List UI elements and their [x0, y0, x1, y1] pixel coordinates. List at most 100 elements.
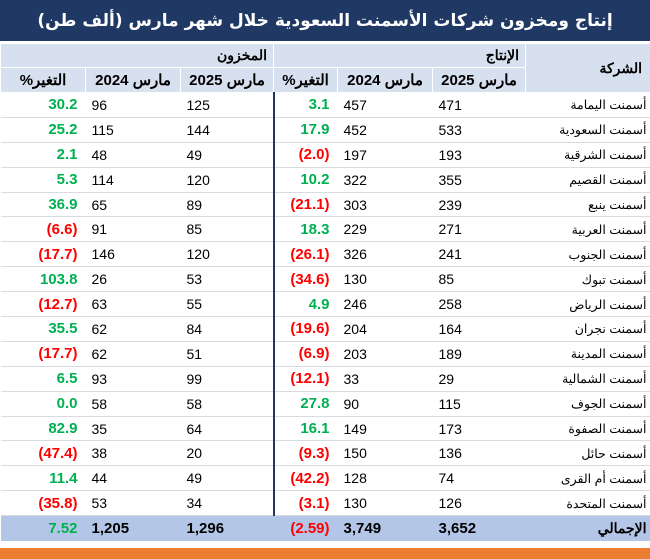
table-body: أسمنت اليمامة 471 457 3.1 125 96 30.2 أسمنت الس…: [0, 92, 650, 517]
prod-2025-cell: 355: [432, 167, 526, 193]
table-row: أسمنت أم القرى 74 128 (42.2) 49 44 11.4: [0, 465, 650, 492]
inv-change-cell: 36.9: [0, 192, 86, 218]
inv-2025-cell: 144: [180, 117, 274, 143]
prod-change-header: التغير%: [273, 67, 339, 93]
inv-change-header: التغير%: [0, 67, 87, 93]
inv-change-cell: (17.7): [0, 241, 86, 268]
company-name: أسمنت المدينة: [525, 341, 650, 367]
inv-2025-header: مارس 2025: [180, 67, 275, 93]
table-row: أسمنت القصيم 355 322 10.2 120 114 5.3: [0, 167, 650, 193]
inv-2025-cell: 34: [180, 490, 274, 517]
prod-2025-cell: 271: [432, 216, 526, 243]
inv-2024-cell: 62: [85, 316, 181, 342]
inv-change-cell: 25.2: [0, 117, 86, 143]
prod-change-cell: 10.2: [272, 167, 338, 193]
table-row: أسمنت الرياض 258 246 4.9 55 63 (12.7): [0, 291, 650, 318]
inv-change-cell: (6.6): [0, 216, 86, 243]
company-header: الشركة: [525, 43, 650, 93]
inv-change-cell: 11.4: [0, 465, 86, 492]
table-row: أسمنت المدينة 189 203 (6.9) 51 62 (17.7): [0, 341, 650, 367]
prod-2025-cell: 173: [432, 416, 526, 442]
footer-accent-bar: [0, 548, 650, 559]
inv-change-cell: (35.8): [0, 490, 86, 517]
table-row: أسمنت السعودية 533 452 17.9 144 115 25.2: [0, 117, 650, 143]
prod-2024-cell: 203: [337, 341, 433, 367]
prod-2025-cell: 533: [432, 117, 526, 143]
inv-2025-cell: 58: [180, 391, 274, 417]
inv-2025-cell: 49: [180, 465, 274, 492]
prod-2025-header: مارس 2025: [432, 67, 527, 93]
inv-2025-cell: 85: [180, 216, 274, 243]
prod-2025-cell: 189: [432, 341, 526, 367]
total-label: الإجمالي: [525, 515, 650, 542]
total-prod-2024: 3,749: [337, 515, 433, 542]
table-row: أسمنت الشمالية 29 33 (12.1) 99 93 6.5: [0, 366, 650, 392]
company-name: أسمنت القصيم: [525, 167, 650, 193]
prod-2024-cell: 322: [337, 167, 433, 193]
prod-change-cell: (21.1): [272, 192, 338, 218]
company-name: أسمنت الشرقية: [525, 142, 650, 168]
table-title: إنتاج ومخزون شركات الأسمنت السعودية خلال…: [0, 0, 650, 43]
inv-change-cell: 82.9: [0, 416, 86, 442]
company-name: أسمنت حائل: [525, 440, 650, 467]
company-name: أسمنت الجوف: [525, 391, 650, 417]
inv-change-cell: 5.3: [0, 167, 86, 193]
inv-2025-cell: 51: [180, 341, 274, 367]
cement-table: الشركة الإنتاج المخزون مارس 2025 مارس 20…: [0, 43, 650, 542]
company-name: أسمنت العربية: [525, 216, 650, 243]
inv-2024-cell: 93: [85, 366, 181, 392]
inv-2025-cell: 53: [180, 266, 274, 293]
prod-2024-cell: 150: [337, 440, 433, 467]
table-row: أسمنت الشرقية 193 197 (2.0) 49 48 2.1: [0, 142, 650, 168]
table-row: أسمنت حائل 136 150 (9.3) 20 38 (47.4): [0, 440, 650, 467]
prod-2025-cell: 74: [432, 465, 526, 492]
prod-change-cell: (9.3): [272, 440, 338, 467]
prod-2024-cell: 326: [337, 241, 433, 268]
company-name: أسمنت اليمامة: [525, 92, 650, 118]
inv-2024-cell: 96: [85, 92, 181, 118]
inv-2024-cell: 115: [85, 117, 181, 143]
prod-change-cell: (42.2): [272, 465, 338, 492]
prod-2024-cell: 452: [337, 117, 433, 143]
prod-2024-cell: 229: [337, 216, 433, 243]
prod-change-cell: 4.9: [272, 291, 338, 318]
prod-2024-cell: 130: [337, 490, 433, 517]
table-row: أسمنت تبوك 85 130 (34.6) 53 26 103.8: [0, 266, 650, 293]
inv-2024-cell: 35: [85, 416, 181, 442]
inv-2025-cell: 125: [180, 92, 274, 118]
prod-2024-cell: 197: [337, 142, 433, 168]
prod-2024-cell: 204: [337, 316, 433, 342]
table-row: أسمنت نجران 164 204 (19.6) 84 62 35.5: [0, 316, 650, 342]
inv-2024-cell: 63: [85, 291, 181, 318]
company-name: أسمنت تبوك: [525, 266, 650, 293]
prod-2025-cell: 126: [432, 490, 526, 517]
prod-change-cell: 16.1: [272, 416, 338, 442]
prod-2025-cell: 241: [432, 241, 526, 268]
prod-2024-cell: 457: [337, 92, 433, 118]
prod-2024-header: مارس 2024: [337, 67, 434, 93]
prod-change-cell: 3.1: [272, 92, 338, 118]
inv-change-cell: 6.5: [0, 366, 86, 392]
company-name: أسمنت ينبع: [525, 192, 650, 218]
prod-change-cell: 18.3: [272, 216, 338, 243]
table-row: أسمنت ينبع 239 303 (21.1) 89 65 36.9: [0, 192, 650, 218]
company-name: أسمنت السعودية: [525, 117, 650, 143]
inv-2024-cell: 44: [85, 465, 181, 492]
inv-2025-cell: 64: [180, 416, 274, 442]
table-row: أسمنت الصفوة 173 149 16.1 64 35 82.9: [0, 416, 650, 442]
inv-2024-cell: 146: [85, 241, 181, 268]
inv-change-cell: (17.7): [0, 341, 86, 367]
column-header-row: مارس 2025 مارس 2024 التغير% مارس 2025 ما…: [0, 67, 650, 93]
inv-2024-cell: 114: [85, 167, 181, 193]
inv-2025-cell: 20: [180, 440, 274, 467]
prod-change-cell: 17.9: [272, 117, 338, 143]
group-header-row: الشركة الإنتاج المخزون: [0, 43, 650, 93]
company-name: أسمنت الصفوة: [525, 416, 650, 442]
inv-2024-cell: 38: [85, 440, 181, 467]
inv-2024-cell: 48: [85, 142, 181, 168]
prod-change-cell: (19.6): [272, 316, 338, 342]
prod-2024-cell: 90: [337, 391, 433, 417]
inv-2025-cell: 49: [180, 142, 274, 168]
inv-2024-cell: 53: [85, 490, 181, 517]
